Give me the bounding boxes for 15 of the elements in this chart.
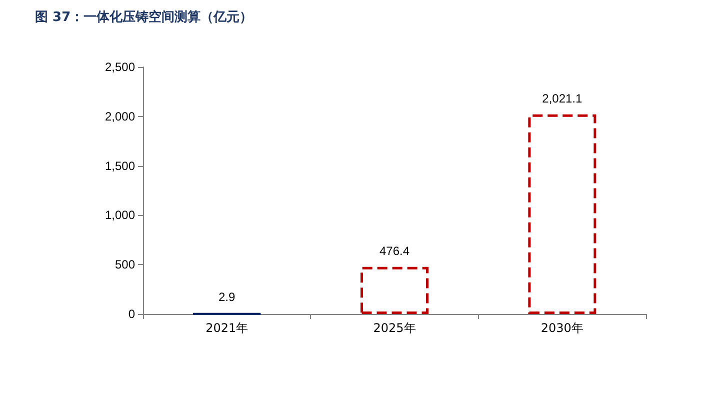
data-label: 476.4: [379, 244, 410, 258]
y-tick-label: 2,000: [104, 109, 136, 124]
x-tick-label: 2025年: [373, 321, 416, 335]
y-tick-label: 1,500: [104, 158, 136, 173]
y-tick-label: 2,500: [104, 60, 136, 74]
y-tick-label: 0: [128, 307, 136, 321]
bar: [528, 114, 596, 314]
data-label: 2,021.1: [542, 91, 583, 106]
chart-title: 图 37：一体化压铸空间测算（亿元）: [35, 9, 253, 25]
bar: [360, 266, 428, 314]
y-tick-label: 500: [114, 258, 136, 272]
x-tick-label: 2030年: [540, 321, 584, 335]
y-tick-label: 1,000: [104, 208, 136, 222]
x-tick-label: 2021年: [206, 321, 248, 335]
data-label: 2.9: [218, 290, 236, 304]
